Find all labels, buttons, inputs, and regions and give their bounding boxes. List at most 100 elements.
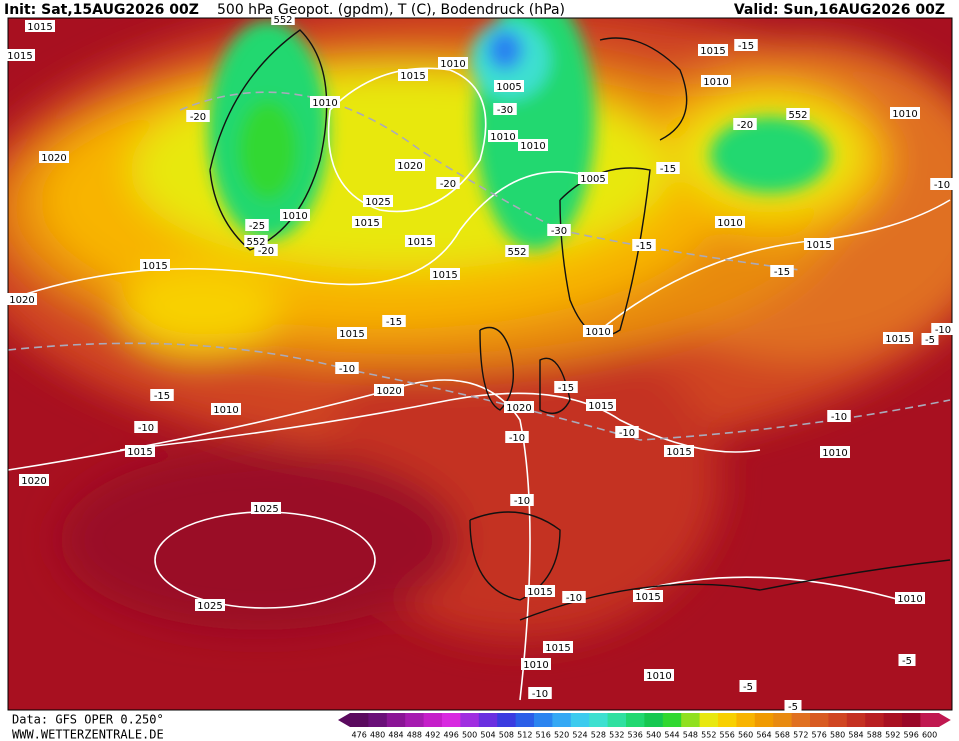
label-box bbox=[352, 216, 382, 228]
colorbar-swatch bbox=[552, 713, 572, 727]
label-box bbox=[186, 110, 210, 122]
temperature-label: -15 bbox=[774, 267, 790, 278]
label-box bbox=[430, 268, 460, 280]
temperature-label: -5 bbox=[743, 682, 753, 693]
label-box bbox=[211, 403, 241, 415]
temperature-label: -20 bbox=[190, 112, 206, 123]
colorbar-label: 536 bbox=[628, 731, 643, 740]
isobar-label: 1020 bbox=[9, 295, 34, 306]
colorbar-swatch bbox=[865, 713, 885, 727]
label-box bbox=[7, 293, 37, 305]
temperature-label: -30 bbox=[551, 226, 567, 237]
label-box bbox=[895, 592, 925, 604]
isobar-label: 1005 bbox=[580, 174, 605, 185]
isobar-label: 1015 bbox=[885, 334, 910, 345]
colorbar-swatch bbox=[828, 713, 848, 727]
colorbar-swatch bbox=[368, 713, 388, 727]
init-text: Init: Sat,15AUG2026 00Z bbox=[4, 2, 199, 18]
label-box bbox=[827, 410, 851, 422]
isobar-label: 1010 bbox=[717, 218, 742, 229]
isobar-label: 1015 bbox=[527, 587, 552, 598]
label-box bbox=[335, 362, 359, 374]
colorbar-label: 576 bbox=[812, 731, 827, 740]
temperature-label: -15 bbox=[154, 391, 170, 402]
label-box bbox=[505, 245, 529, 257]
map-frame bbox=[7, 17, 953, 711]
label-box bbox=[505, 431, 529, 443]
isobar-label: 1010 bbox=[312, 98, 337, 109]
height-label: 552 bbox=[273, 15, 292, 26]
label-box bbox=[633, 590, 663, 602]
label-box bbox=[488, 130, 518, 142]
label-box bbox=[5, 49, 35, 61]
colorbar-label: 572 bbox=[793, 731, 808, 740]
colorbar-swatch bbox=[699, 713, 719, 727]
label-box bbox=[898, 654, 916, 666]
label-box bbox=[374, 384, 404, 396]
colorbar-swatch bbox=[718, 713, 737, 727]
label-box bbox=[244, 235, 268, 247]
label-box bbox=[251, 502, 281, 514]
isobar-label: 1010 bbox=[646, 671, 671, 682]
label-box bbox=[150, 389, 174, 401]
label-box bbox=[615, 426, 639, 438]
label-box bbox=[245, 219, 269, 231]
isobar-label: 1015 bbox=[407, 237, 432, 248]
label-box bbox=[382, 315, 406, 327]
isobar-label: 1010 bbox=[523, 660, 548, 671]
isobar-label: 1020 bbox=[376, 386, 401, 397]
map-title: 500 hPa Geopot. (gpdm), T (C), Bodendruc… bbox=[217, 2, 565, 18]
colorbar-label: 592 bbox=[885, 731, 900, 740]
isobar-label: 1005 bbox=[496, 82, 521, 93]
colorbar-label: 584 bbox=[848, 731, 863, 740]
temperature-label: -10 bbox=[138, 423, 154, 434]
isobar-label: 1020 bbox=[41, 153, 66, 164]
label-box bbox=[518, 139, 548, 151]
colorbar-label: 532 bbox=[609, 731, 624, 740]
colorbar-swatch bbox=[736, 713, 756, 727]
colorbar-label: 568 bbox=[775, 731, 790, 740]
isobar-label: 1015 bbox=[127, 447, 152, 458]
colorbar-label: 504 bbox=[480, 731, 495, 740]
colorbar-swatch bbox=[497, 713, 517, 727]
label-box bbox=[734, 39, 758, 51]
temperature-label: -20 bbox=[440, 179, 456, 190]
colorbar-label: 500 bbox=[462, 731, 477, 740]
label-box bbox=[438, 57, 468, 69]
colorbar-label: 600 bbox=[922, 731, 937, 740]
label-box bbox=[583, 325, 613, 337]
colorbar-label: 548 bbox=[683, 731, 698, 740]
label-box bbox=[931, 323, 955, 335]
map bbox=[8, 18, 952, 710]
colorbar-label: 564 bbox=[756, 731, 771, 740]
isobar-label: 1010 bbox=[440, 59, 465, 70]
colorbar-swatch bbox=[405, 713, 425, 727]
colorbar-swatch bbox=[589, 713, 609, 727]
colorbar-swatch bbox=[681, 713, 701, 727]
colorbar-label: 508 bbox=[499, 731, 514, 740]
colorbar-swatch bbox=[386, 713, 406, 727]
temperature-label: -15 bbox=[558, 383, 574, 394]
label-box bbox=[733, 118, 757, 130]
label-box bbox=[890, 107, 920, 119]
label-box bbox=[820, 446, 850, 458]
isobar-label: 1015 bbox=[354, 218, 379, 229]
colorbar-swatch bbox=[350, 713, 369, 727]
isobar-label: 1015 bbox=[700, 46, 725, 57]
label-box bbox=[271, 13, 295, 25]
colorbar-swatch bbox=[662, 713, 682, 727]
colorbar-swatch bbox=[773, 713, 793, 727]
label-box bbox=[525, 585, 555, 597]
isobar-label: 1015 bbox=[666, 447, 691, 458]
temperature-label: -10 bbox=[566, 593, 582, 604]
label-box bbox=[715, 216, 745, 228]
label-box bbox=[562, 591, 586, 603]
colorbar-label: 528 bbox=[591, 731, 606, 740]
label-box bbox=[493, 103, 517, 115]
isobar-label: 1020 bbox=[506, 403, 531, 414]
label-box bbox=[701, 75, 731, 87]
colorbar-swatch bbox=[810, 713, 829, 727]
label-box bbox=[664, 445, 694, 457]
colorbar-swatch bbox=[846, 713, 866, 727]
label-box bbox=[140, 259, 170, 271]
